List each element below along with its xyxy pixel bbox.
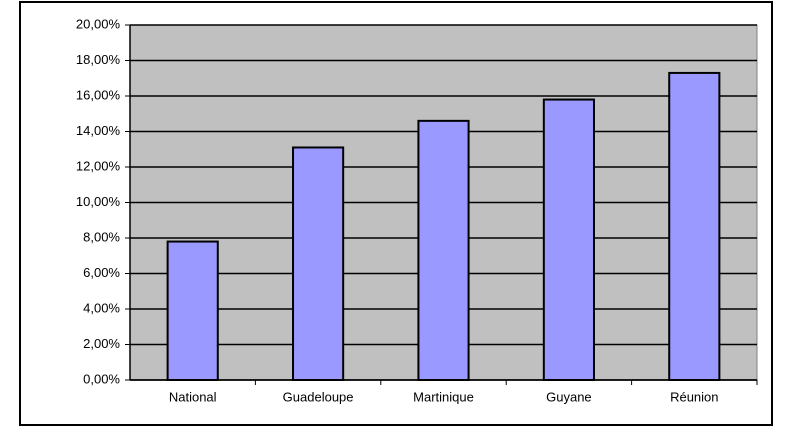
y-tick-label: 2,00% bbox=[83, 336, 120, 351]
y-tick-label: 18,00% bbox=[76, 52, 121, 67]
bar bbox=[542, 98, 595, 382]
y-tick-label: 12,00% bbox=[76, 158, 121, 173]
bar bbox=[668, 71, 721, 382]
x-tick-label: Réunion bbox=[670, 389, 718, 404]
x-tick-label: Guyane bbox=[546, 389, 592, 404]
y-tick-label: 0,00% bbox=[83, 371, 120, 386]
bar bbox=[166, 240, 219, 381]
y-tick-label: 16,00% bbox=[76, 87, 121, 102]
bar bbox=[417, 119, 470, 381]
y-tick-label: 6,00% bbox=[83, 265, 120, 280]
y-tick-label: 10,00% bbox=[76, 194, 121, 209]
y-tick-label: 14,00% bbox=[76, 123, 121, 138]
y-tick-label: 8,00% bbox=[83, 229, 120, 244]
y-tick-label: 20,00% bbox=[76, 16, 121, 31]
bar bbox=[292, 146, 345, 381]
x-tick-label: National bbox=[169, 389, 217, 404]
x-tick-label: Martinique bbox=[413, 389, 474, 404]
x-tick-label: Guadeloupe bbox=[283, 389, 354, 404]
y-tick-label: 4,00% bbox=[83, 300, 120, 315]
